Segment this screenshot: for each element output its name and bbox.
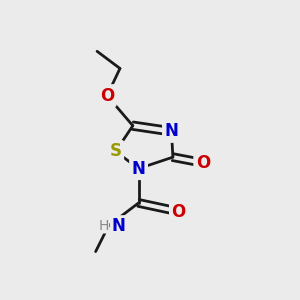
- Text: S: S: [110, 142, 122, 160]
- Text: N: N: [164, 122, 178, 140]
- Text: H: H: [98, 219, 109, 233]
- Text: N: N: [132, 160, 145, 178]
- Text: N: N: [111, 217, 125, 235]
- Text: O: O: [100, 87, 114, 105]
- Text: O: O: [196, 154, 210, 172]
- Text: O: O: [172, 202, 186, 220]
